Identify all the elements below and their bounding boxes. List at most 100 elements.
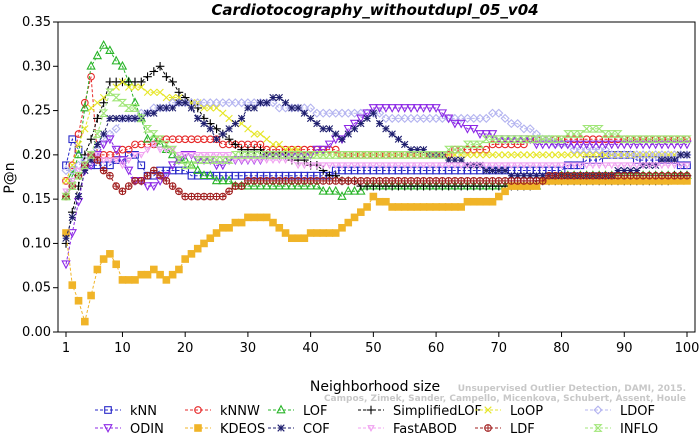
x-tick-label: 10 <box>114 341 131 356</box>
data-point <box>331 177 340 185</box>
data-point <box>476 151 484 159</box>
legend-item-ldof: LDOF <box>585 404 655 419</box>
data-point <box>325 229 334 237</box>
data-point <box>451 162 459 170</box>
data-point <box>300 109 309 117</box>
legend-item-cof: COF <box>268 422 330 434</box>
data-point <box>168 145 178 154</box>
x-tick-label: 30 <box>240 341 257 356</box>
data-point <box>501 151 509 159</box>
data-point <box>425 151 435 159</box>
data-point <box>600 140 611 150</box>
data-point <box>651 171 660 180</box>
data-point <box>531 140 542 150</box>
data-point <box>563 171 572 180</box>
data-point <box>338 162 346 170</box>
data-point <box>413 203 422 211</box>
data-point <box>476 162 484 170</box>
data-point <box>244 177 252 185</box>
data-point <box>400 151 410 159</box>
data-point <box>288 104 296 112</box>
data-point <box>219 109 227 117</box>
data-point <box>676 171 685 180</box>
data-point <box>155 103 165 113</box>
data-point <box>118 276 127 284</box>
data-point <box>86 134 96 144</box>
data-point <box>68 213 76 222</box>
data-point <box>287 177 296 185</box>
data-point <box>256 130 265 138</box>
data-point <box>444 156 453 164</box>
data-point <box>255 98 266 108</box>
data-point <box>431 113 441 123</box>
data-point <box>142 108 153 118</box>
data-point <box>331 162 340 170</box>
data-point <box>663 140 673 150</box>
data-point <box>262 98 272 108</box>
data-point <box>645 162 654 170</box>
data-point <box>131 83 139 91</box>
data-point <box>117 98 128 107</box>
data-point <box>92 130 102 138</box>
data-point <box>98 140 109 150</box>
data-point <box>93 265 102 274</box>
data-point <box>218 175 228 185</box>
data-point <box>437 109 448 119</box>
legend-marker <box>194 406 202 414</box>
data-point <box>275 93 283 102</box>
data-point <box>224 156 234 164</box>
data-point <box>218 161 228 171</box>
data-point <box>488 177 497 185</box>
data-point <box>532 151 541 159</box>
y-tick-label: 0.15 <box>22 192 51 207</box>
data-point <box>262 151 272 159</box>
data-point <box>106 171 114 180</box>
data-point <box>507 162 516 170</box>
data-point <box>67 182 77 190</box>
data-point <box>575 130 585 138</box>
data-point <box>211 175 222 185</box>
legend-label: LDOF <box>620 404 655 419</box>
data-point <box>368 108 378 118</box>
data-point <box>544 135 554 144</box>
data-point <box>388 162 396 170</box>
data-point <box>375 177 384 185</box>
data-point <box>589 151 597 159</box>
data-point <box>638 140 648 150</box>
data-point <box>224 134 234 144</box>
data-point <box>324 108 335 118</box>
data-point <box>174 156 184 164</box>
data-point <box>124 166 134 176</box>
data-point <box>181 166 190 175</box>
data-point <box>682 140 692 150</box>
data-point <box>356 177 365 185</box>
data-point <box>212 192 221 201</box>
data-point <box>318 185 328 195</box>
data-point <box>199 98 209 108</box>
data-point <box>117 156 128 166</box>
data-point <box>349 185 360 195</box>
data-point <box>350 177 359 185</box>
data-point <box>243 180 253 190</box>
data-point <box>676 150 686 160</box>
data-point <box>293 103 303 113</box>
data-point <box>619 150 629 160</box>
data-point <box>187 192 196 201</box>
data-point <box>274 103 284 113</box>
data-point <box>457 156 465 164</box>
data-point <box>676 135 686 144</box>
data-point <box>664 171 673 180</box>
data-point <box>556 135 567 144</box>
data-point <box>407 177 415 185</box>
data-point <box>168 93 177 102</box>
data-point <box>156 104 164 112</box>
data-point <box>663 135 673 144</box>
data-point <box>564 162 572 170</box>
legend-item-ldf: LDF <box>475 422 535 434</box>
data-point <box>294 177 302 185</box>
legend-marker <box>103 424 113 433</box>
data-point <box>375 119 384 128</box>
data-point <box>137 177 146 185</box>
data-point <box>161 103 171 113</box>
data-point <box>118 187 127 196</box>
